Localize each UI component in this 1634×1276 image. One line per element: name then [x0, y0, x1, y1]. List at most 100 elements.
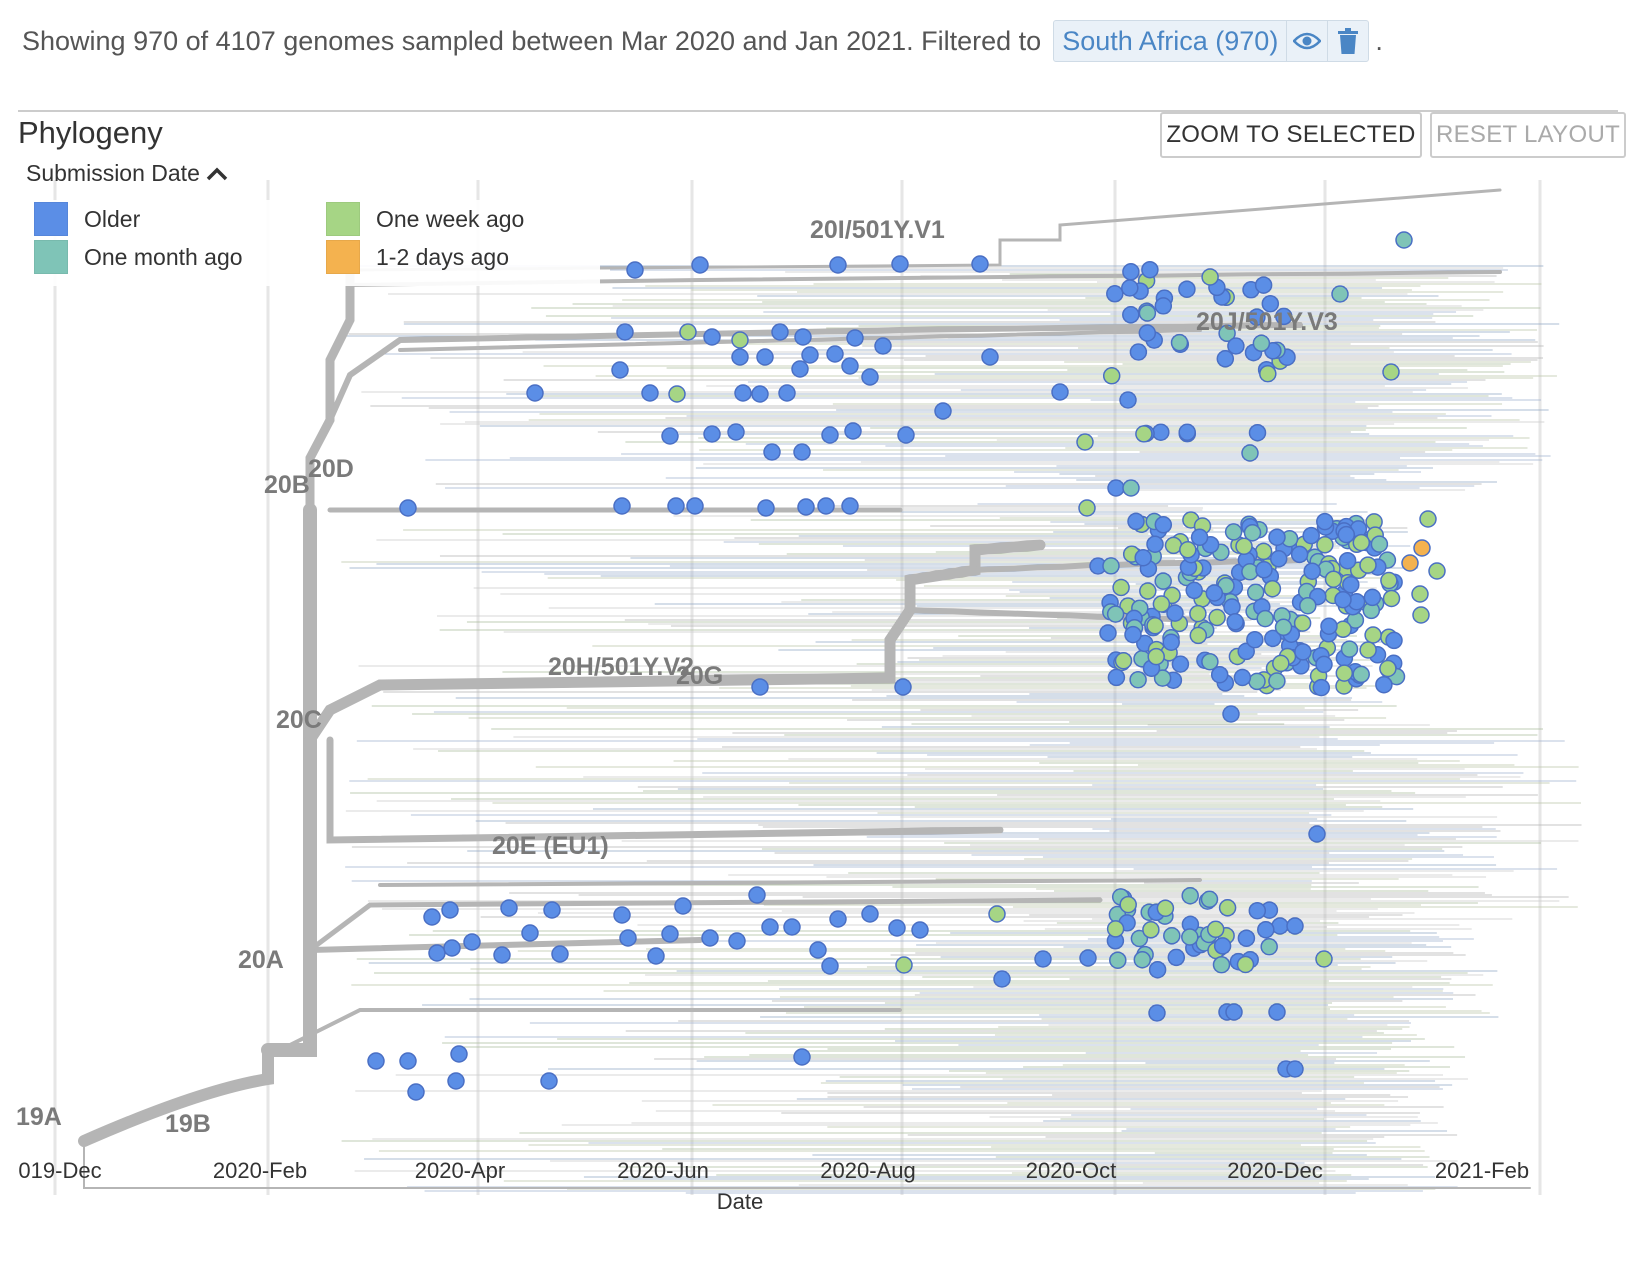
- tip-marker[interactable]: [891, 255, 909, 273]
- tip-marker[interactable]: [1170, 333, 1189, 352]
- tip-marker[interactable]: [1109, 951, 1127, 969]
- tip-marker[interactable]: [988, 905, 1006, 923]
- tip-marker[interactable]: [423, 908, 441, 926]
- tip-marker[interactable]: [1375, 675, 1393, 694]
- tip-marker[interactable]: [1079, 949, 1097, 967]
- tip-marker[interactable]: [728, 932, 746, 950]
- tip-marker[interactable]: [756, 348, 774, 366]
- tip-marker[interactable]: [1181, 886, 1199, 905]
- zoom-to-selected-button[interactable]: ZOOM TO SELECTED: [1160, 112, 1422, 158]
- tip-marker[interactable]: [1189, 626, 1208, 645]
- tip-marker[interactable]: [793, 1048, 811, 1066]
- tip-marker[interactable]: [1248, 423, 1267, 442]
- tip-marker[interactable]: [1223, 598, 1241, 616]
- tip-marker[interactable]: [703, 328, 721, 346]
- tip-marker[interactable]: [1107, 479, 1125, 497]
- tip-marker[interactable]: [1268, 528, 1286, 546]
- tip-marker[interactable]: [1320, 617, 1338, 635]
- tip-marker[interactable]: [897, 426, 915, 444]
- tip-marker[interactable]: [1127, 512, 1145, 531]
- tip-marker[interactable]: [731, 331, 749, 349]
- tip-marker[interactable]: [1237, 642, 1255, 661]
- tip-marker[interactable]: [1102, 367, 1121, 385]
- tip-marker[interactable]: [1299, 596, 1317, 615]
- tip-marker[interactable]: [894, 678, 912, 696]
- tip-marker[interactable]: [1263, 579, 1282, 598]
- tip-marker[interactable]: [613, 906, 631, 924]
- tip-marker[interactable]: [1342, 575, 1360, 594]
- tip-marker[interactable]: [1315, 655, 1333, 674]
- tip-marker[interactable]: [1290, 545, 1309, 564]
- tip-marker[interactable]: [1226, 613, 1244, 631]
- tip-marker[interactable]: [1099, 624, 1117, 642]
- tip-marker[interactable]: [1122, 306, 1140, 324]
- tip-marker[interactable]: [1139, 582, 1157, 600]
- tip-marker[interactable]: [1106, 920, 1125, 938]
- tip-marker[interactable]: [647, 947, 665, 965]
- tip-marker[interactable]: [1294, 643, 1312, 661]
- tip-marker[interactable]: [1335, 664, 1354, 682]
- tip-marker[interactable]: [1268, 1003, 1286, 1021]
- trash-icon[interactable]: [1327, 21, 1368, 61]
- tip-marker[interactable]: [1271, 917, 1289, 935]
- tip-marker[interactable]: [1138, 324, 1157, 342]
- tip-marker[interactable]: [1254, 542, 1273, 561]
- tip-marker[interactable]: [1248, 901, 1267, 920]
- tip-marker[interactable]: [861, 905, 879, 923]
- tip-marker[interactable]: [1352, 665, 1370, 684]
- tip-marker[interactable]: [841, 357, 859, 375]
- tip-marker[interactable]: [1156, 899, 1175, 917]
- tip-marker[interactable]: [1260, 937, 1278, 956]
- tip-marker[interactable]: [1185, 581, 1203, 600]
- tip-marker[interactable]: [1274, 618, 1293, 637]
- tip-marker[interactable]: [1147, 647, 1165, 666]
- tip-marker[interactable]: [1178, 280, 1196, 298]
- tip-marker[interactable]: [1154, 297, 1173, 315]
- tip-marker[interactable]: [703, 425, 721, 443]
- tip-marker[interactable]: [1213, 937, 1232, 955]
- tip-marker[interactable]: [1324, 570, 1343, 588]
- tip-marker[interactable]: [551, 945, 569, 963]
- tip-marker[interactable]: [1154, 572, 1172, 590]
- tip-marker[interactable]: [761, 918, 779, 936]
- tip-marker[interactable]: [1235, 537, 1253, 556]
- tip-marker[interactable]: [751, 678, 769, 696]
- tip-marker[interactable]: [1334, 620, 1352, 639]
- tip-marker[interactable]: [1331, 285, 1349, 303]
- tip-marker[interactable]: [1216, 350, 1235, 368]
- tip-marker[interactable]: [1275, 307, 1293, 326]
- tip-marker[interactable]: [1236, 955, 1255, 974]
- tip-marker[interactable]: [829, 256, 847, 274]
- tip-marker[interactable]: [1385, 631, 1403, 650]
- tip-marker[interactable]: [1122, 263, 1140, 281]
- tip-marker[interactable]: [1200, 890, 1219, 909]
- legend-item-one-week[interactable]: One week ago: [326, 202, 524, 236]
- tip-marker[interactable]: [1413, 539, 1431, 557]
- tip-marker[interactable]: [1153, 669, 1172, 687]
- tip-marker[interactable]: [1138, 304, 1157, 322]
- tip-marker[interactable]: [540, 1072, 558, 1090]
- tip-marker[interactable]: [667, 497, 685, 515]
- tip-marker[interactable]: [1363, 588, 1382, 607]
- tip-marker[interactable]: [809, 941, 827, 959]
- tip-marker[interactable]: [791, 360, 809, 378]
- tip-marker[interactable]: [861, 368, 879, 386]
- tip-marker[interactable]: [619, 929, 637, 947]
- tip-marker[interactable]: [1201, 268, 1219, 286]
- tip-marker[interactable]: [801, 346, 819, 364]
- tip-marker[interactable]: [934, 402, 952, 420]
- tip-marker[interactable]: [1130, 929, 1149, 948]
- tip-marker[interactable]: [1255, 561, 1273, 579]
- tip-marker[interactable]: [829, 910, 847, 928]
- tip-marker[interactable]: [521, 924, 539, 942]
- tip-marker[interactable]: [1146, 535, 1164, 553]
- tip-marker[interactable]: [1401, 554, 1419, 572]
- tip-marker[interactable]: [1119, 391, 1137, 409]
- tip-marker[interactable]: [1256, 609, 1274, 628]
- tip-marker[interactable]: [1162, 633, 1180, 651]
- tip-marker[interactable]: [1246, 630, 1264, 649]
- tip-marker[interactable]: [1121, 279, 1139, 297]
- tip-marker[interactable]: [1129, 343, 1148, 361]
- tip-marker[interactable]: [1233, 668, 1252, 687]
- eye-icon[interactable]: [1286, 21, 1327, 61]
